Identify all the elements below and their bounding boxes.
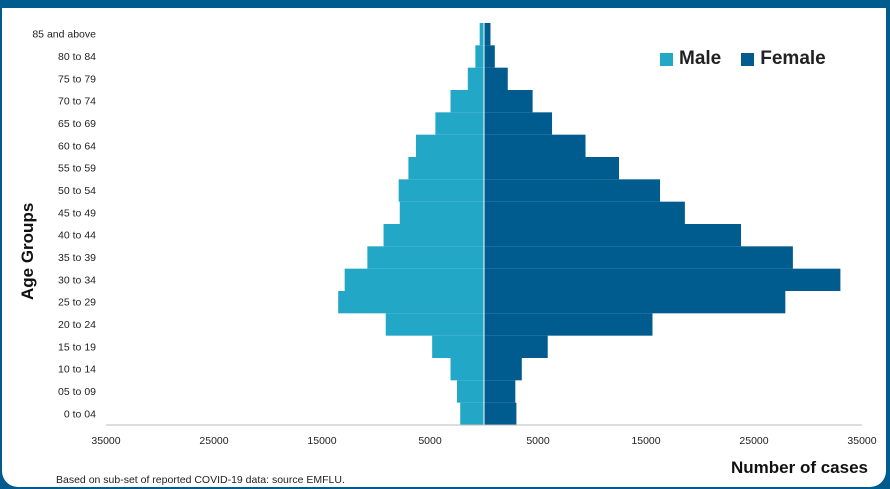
- y-tick-label: 25 to 29: [58, 297, 96, 309]
- bar-female: [484, 23, 491, 46]
- y-tick-label: 35 to 39: [58, 252, 96, 264]
- x-axis-label: Number of cases: [731, 458, 868, 477]
- legend-swatch-male: [660, 52, 673, 66]
- bar-female: [484, 45, 495, 68]
- y-tick-label: 60 to 64: [58, 140, 96, 152]
- x-tick-label: 5000: [526, 435, 550, 447]
- y-tick-label: 80 to 84: [58, 51, 96, 63]
- title-strip: [0, 0, 890, 8]
- bar-female: [484, 402, 517, 425]
- bar-male: [367, 246, 484, 269]
- legend-label-female: Female: [760, 48, 826, 69]
- x-tick-label: 15000: [307, 435, 336, 447]
- legend-swatch-female: [741, 52, 755, 66]
- legend: Male Female: [660, 48, 826, 70]
- y-tick-label: 85 and above: [32, 29, 96, 41]
- bar-male: [383, 224, 484, 247]
- bar-female: [484, 67, 508, 90]
- legend-item-female: Female: [741, 48, 826, 70]
- bar-male: [479, 23, 484, 46]
- bar-male: [398, 179, 484, 202]
- y-tick-label: 50 to 54: [58, 185, 96, 197]
- x-tick-label: 35000: [847, 435, 876, 447]
- bar-male: [467, 67, 484, 90]
- bar-female: [484, 179, 661, 202]
- y-axis-label: Age Groups: [18, 202, 37, 300]
- bar-male: [450, 358, 484, 381]
- y-tick-label: 05 to 09: [58, 386, 96, 398]
- bar-female: [484, 268, 841, 291]
- y-tick-label: 20 to 24: [58, 319, 96, 331]
- bar-female: [484, 313, 653, 336]
- bar-male: [338, 291, 484, 314]
- x-tick-label: 25000: [199, 435, 228, 447]
- bar-male: [432, 335, 484, 358]
- bar-female: [484, 358, 522, 381]
- bar-female: [484, 201, 685, 224]
- bar-male: [408, 157, 484, 180]
- bar-female: [484, 90, 533, 113]
- x-tick-label: 15000: [631, 435, 660, 447]
- legend-label-male: Male: [679, 48, 722, 69]
- bar-female: [484, 157, 619, 180]
- bar-male: [460, 402, 484, 425]
- bar-male: [399, 201, 484, 224]
- bar-female: [484, 380, 516, 403]
- y-tick-label: 15 to 19: [58, 341, 96, 353]
- y-tick-label: 45 to 49: [58, 207, 96, 219]
- y-tick-label: 65 to 69: [58, 118, 96, 130]
- x-tick-label: 5000: [418, 435, 442, 447]
- bar-female: [484, 134, 586, 157]
- bar-male: [435, 112, 484, 135]
- bar-male: [344, 268, 484, 291]
- bar-male: [385, 313, 484, 336]
- x-tick-label: 35000: [91, 435, 120, 447]
- bar-female: [484, 335, 548, 358]
- legend-item-male: Male: [660, 48, 721, 70]
- x-tick-label: 25000: [739, 435, 768, 447]
- y-tick-label: 10 to 14: [58, 364, 96, 376]
- y-tick-label: 55 to 59: [58, 163, 96, 175]
- bar-male: [475, 45, 484, 68]
- bar-female: [484, 112, 553, 135]
- bar-female: [484, 291, 786, 314]
- y-tick-label: 40 to 44: [58, 230, 96, 242]
- y-tick-label: 70 to 74: [58, 96, 96, 108]
- footnote: Based on sub-set of reported COVID-19 da…: [56, 474, 345, 486]
- y-tick-label: 30 to 34: [58, 274, 96, 286]
- bar-male: [450, 90, 484, 113]
- bar-male: [415, 134, 484, 157]
- y-tick-label: 75 to 79: [58, 73, 96, 85]
- bar-female: [484, 224, 742, 247]
- bar-male: [457, 380, 484, 403]
- y-tick-label: 0 to 04: [64, 408, 96, 420]
- bar-female: [484, 246, 793, 269]
